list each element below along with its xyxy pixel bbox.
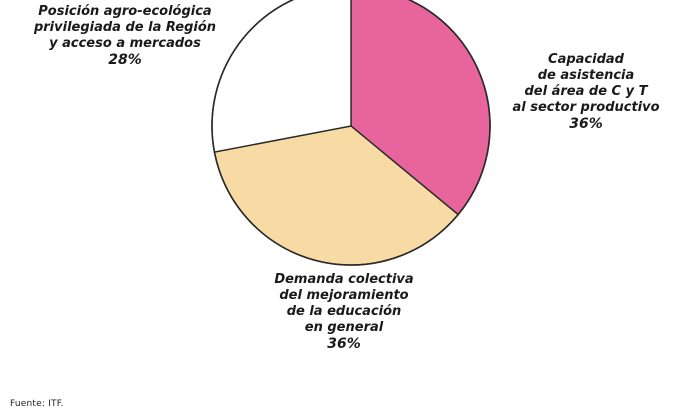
slice-label-line: Capacidad xyxy=(548,52,624,67)
slice-label-line: del mejoramiento xyxy=(279,288,409,303)
slice-label-line: privilegiada de la Región xyxy=(33,20,217,35)
slice-label-line: y acceso a mercados xyxy=(49,36,201,51)
slice-label-line: de la educación xyxy=(286,304,402,319)
slice-label-capacidad: Capacidad de asistencia del área de C y … xyxy=(488,52,684,132)
slice-percent: 36% xyxy=(327,336,361,352)
pie-slices xyxy=(211,0,491,266)
slice-label-line: del área de C y T xyxy=(524,84,648,99)
slice-label-line: en general xyxy=(304,320,384,335)
slice-label-line: de asistencia xyxy=(537,68,635,83)
slice-label-demanda: Demanda colectiva del mejoramiento de la… xyxy=(228,272,460,352)
slice-label-line: Posición agro-ecológica xyxy=(38,4,212,19)
slice-label-line: al sector productivo xyxy=(512,100,660,115)
slice-label-line: Demanda colectiva xyxy=(274,272,414,287)
pie-outline xyxy=(211,0,491,266)
source-note: Fuente: ITF. xyxy=(10,399,64,409)
slice-percent: 36% xyxy=(569,116,603,132)
slice-percent: 28% xyxy=(108,52,142,68)
slice-label-posicion: Posición agro-ecológica privilegiada de … xyxy=(2,4,248,68)
